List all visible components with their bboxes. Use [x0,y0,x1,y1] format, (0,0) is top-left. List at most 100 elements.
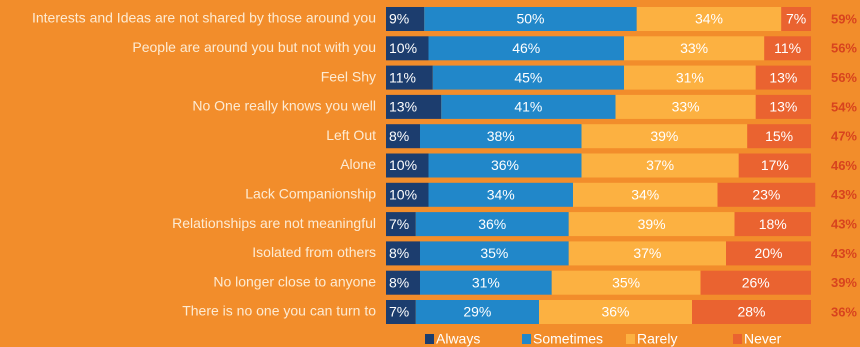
bar-segment [615,94,756,119]
value-label: 11% [389,69,416,85]
value-label: 37% [633,245,661,261]
bar-segment [386,94,442,119]
bar-segment [386,300,416,324]
value-label: 45% [514,69,542,85]
value-label: 34% [631,187,659,203]
bar-segment [700,270,811,295]
bar-segment [441,94,616,119]
category-label: Isolated from others [252,244,376,260]
bar-segment [734,212,811,237]
value-label: 10% [389,40,417,56]
legend-label: Always [436,331,480,347]
total-label: 56% [831,41,857,56]
bar-segment [755,65,811,90]
bar-segment [692,300,811,324]
value-label: 10% [389,157,417,173]
value-label: 8% [389,274,409,290]
total-label: 47% [831,129,857,144]
value-label: 38% [487,128,515,144]
value-label: 46% [512,40,540,56]
bar-segment [781,7,811,31]
total-label: 54% [831,99,857,114]
value-label: 8% [389,128,409,144]
bar-segment [424,7,637,31]
bar-segment [420,124,582,149]
value-label: 23% [752,187,780,203]
value-label: 7% [389,216,409,232]
value-label: 26% [742,274,770,290]
value-label: 31% [472,274,500,290]
category-label: No longer close to anyone [213,273,376,289]
bar-segment [747,124,811,149]
category-label: No One really knows you well [192,98,376,114]
category-label: Lack Companionship [245,186,376,202]
value-label: 39% [638,216,666,232]
value-label: 18% [759,216,787,232]
bar-segment [415,212,569,237]
value-label: 50% [516,11,544,27]
bar-segment [551,270,701,295]
legend-swatch [425,334,434,344]
legend-label: Never [744,331,782,347]
value-label: 34% [695,11,723,27]
value-label: 36% [491,157,519,173]
bar-segment [386,153,429,178]
bar-segment [428,36,624,61]
value-label: 8% [389,245,409,261]
value-label: 7% [786,11,806,27]
total-label: 43% [831,246,857,261]
value-label: 13% [769,99,797,115]
value-label: 13% [389,99,417,115]
bar-segment [415,300,539,324]
value-label: 9% [389,11,409,27]
value-label: 7% [389,304,409,320]
bar-segment [428,153,582,178]
bar-segment [581,124,748,149]
total-label: 39% [831,275,857,290]
bar-segment [717,182,816,207]
category-label: Alone [340,156,376,172]
total-label: 59% [831,11,857,26]
value-label: 10% [389,187,417,203]
category-label: Left Out [326,127,376,143]
category-label: There is no one you can turn to [182,303,376,319]
bar-segment [386,65,433,90]
total-label: 36% [831,304,857,319]
value-label: 33% [680,40,708,56]
category-label: Relationships are not meaningful [172,215,376,231]
value-label: 41% [514,99,542,115]
bar-segment [386,7,425,31]
total-label: 46% [831,158,857,173]
bar-segment [573,182,718,207]
value-label: 11% [774,40,801,56]
bar-segment [568,241,726,266]
bar-segment [432,65,624,90]
value-label: 39% [650,128,678,144]
value-label: 34% [487,187,515,203]
bar-segment [568,212,735,237]
value-label: 35% [612,274,640,290]
legend-label: Sometimes [533,331,603,347]
bar-segment [386,241,420,266]
value-label: 37% [646,157,674,173]
bar-segment [386,212,416,237]
value-label: 13% [769,69,797,85]
bar-segment [581,153,739,178]
bar-segment [764,36,811,61]
bar-segment [420,241,569,266]
legend-swatch [522,334,531,344]
value-label: 36% [601,304,629,320]
bar-segment [624,36,765,61]
category-label: People are around you but not with you [132,39,376,55]
value-label: 15% [765,128,793,144]
bar-segment [636,7,782,31]
value-label: 35% [480,245,508,261]
bar-segment [420,270,552,295]
category-label: Feel Shy [321,68,376,84]
bar-segment [386,124,420,149]
legend-swatch [626,334,635,344]
bar-segment [738,153,811,178]
bar-segment [539,300,692,324]
bar-segment [726,241,811,266]
